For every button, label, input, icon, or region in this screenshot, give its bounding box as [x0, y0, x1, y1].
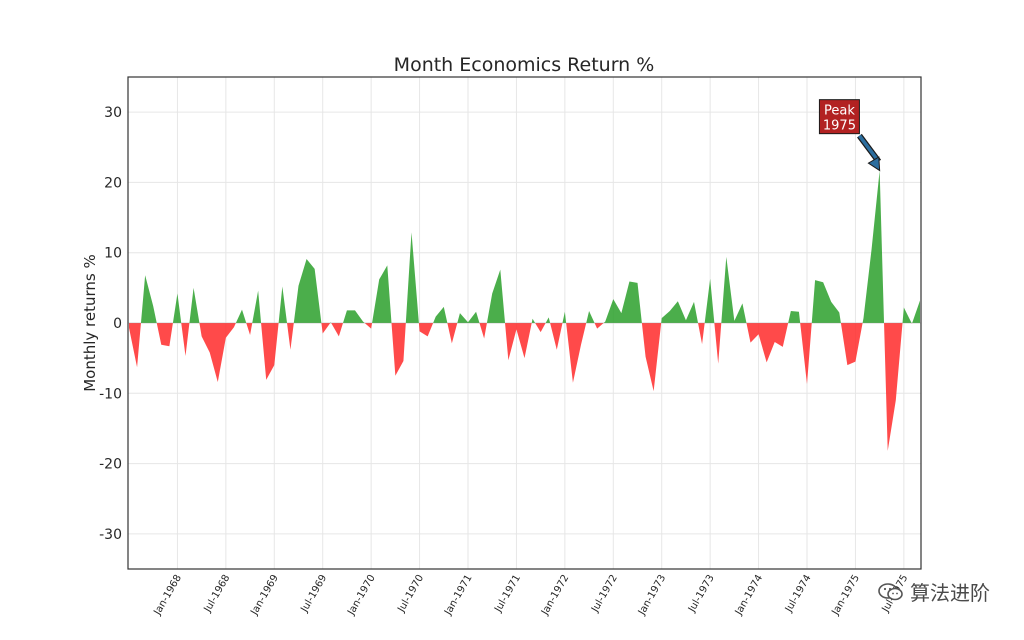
x-tick-label: Jan-1970 — [345, 573, 377, 618]
y-tick-label: 30 — [104, 105, 122, 121]
y-tick-label: 20 — [104, 175, 122, 191]
area-series — [129, 170, 920, 451]
x-tick-label: Jul-1968 — [202, 573, 233, 615]
watermark: 算法进阶 — [878, 577, 990, 606]
y-axis-ticks: -30 -20 -10 0 10 20 30 — [99, 105, 122, 543]
x-tick-label: Jul-1969 — [299, 573, 330, 615]
x-tick-label: Jan-1971 — [442, 573, 474, 618]
x-tick-label: Jan-1973 — [636, 573, 668, 618]
annotation-box — [818, 99, 860, 135]
x-tick-label: Jan-1972 — [539, 573, 571, 618]
negative-area — [129, 323, 913, 451]
plot-frame — [127, 76, 922, 570]
annotation-arrow-shaft — [858, 134, 881, 163]
chart-title: Month Economics Return % — [394, 54, 655, 76]
annotation-text-line1: Peak — [824, 104, 855, 119]
watermark-text: 算法进阶 — [910, 581, 990, 605]
y-axis-label: Monthly returns % — [81, 254, 99, 392]
annotation-text-line2: 1975 — [823, 119, 856, 134]
x-tick-label: Jul-1970 — [396, 573, 427, 615]
x-tick-label: Jul-1974 — [783, 573, 814, 615]
x-tick-label: Jan-1974 — [733, 573, 765, 618]
annotation-arrow-head — [867, 156, 881, 172]
y-tick-label: 0 — [113, 316, 122, 332]
x-tick-label: Jul-1973 — [686, 573, 717, 615]
y-tick-label: 10 — [104, 246, 122, 262]
y-tick-label: -30 — [99, 527, 122, 543]
positive-area — [140, 170, 920, 323]
x-tick-label: Jan-1968 — [152, 573, 184, 618]
x-tick-label: Jan-1975 — [830, 573, 862, 618]
x-axis-ticks: Jan-1968 Jul-1968 Jan-1969 Jul-1969 Jan-1970… — [152, 573, 911, 618]
y-tick-label: -20 — [99, 457, 122, 473]
x-tick-label: Jul-1971 — [492, 573, 523, 615]
wechat-icon — [878, 582, 904, 602]
x-tick-label: Jan-1969 — [249, 573, 281, 618]
y-tick-label: -10 — [99, 386, 122, 402]
x-tick-label: Jul-1972 — [589, 573, 620, 615]
